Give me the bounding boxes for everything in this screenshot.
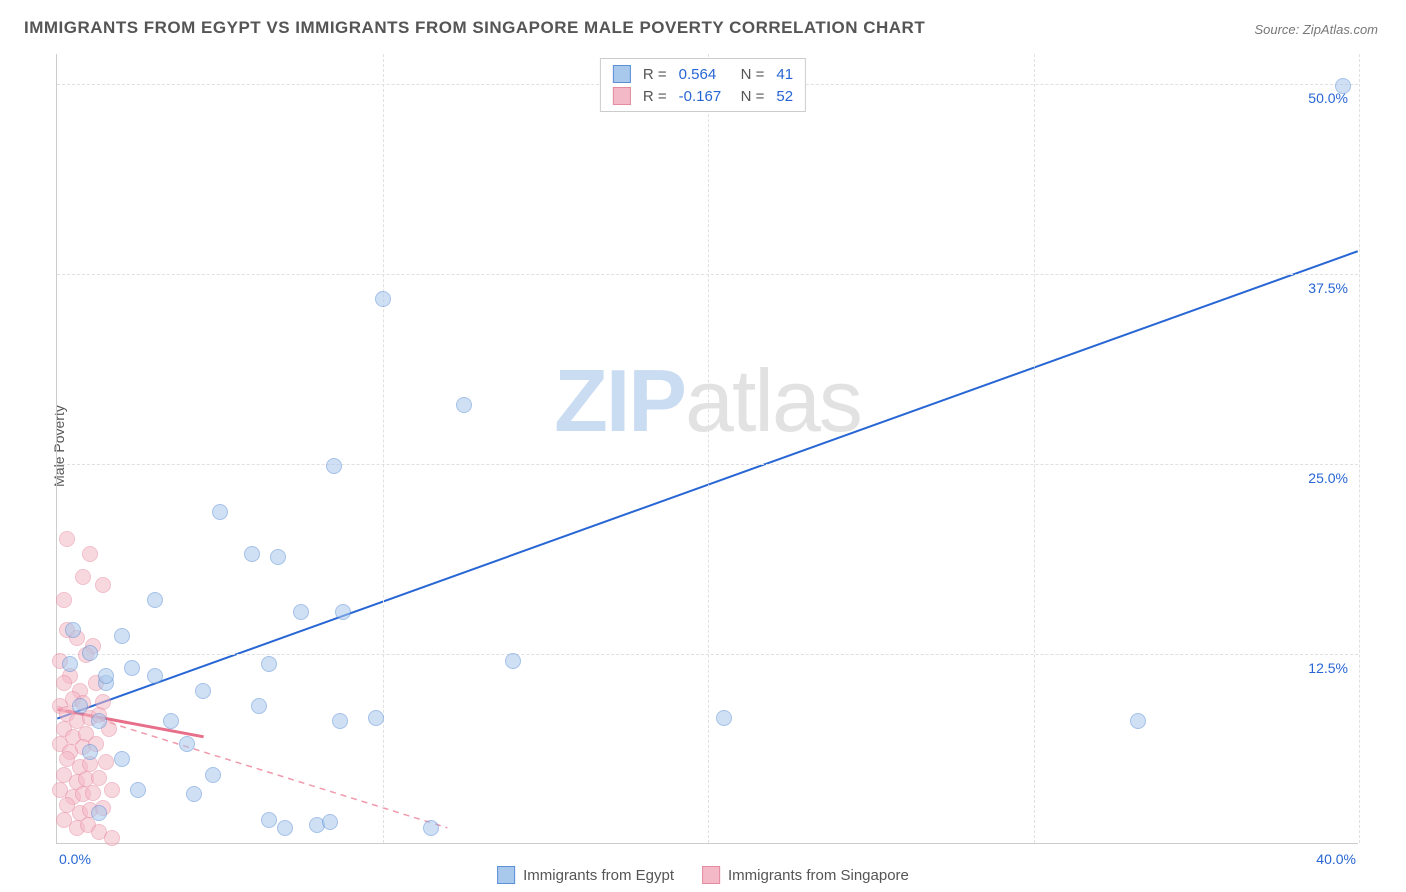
point-egypt	[716, 710, 732, 726]
swatch-egypt	[497, 866, 515, 884]
n-value-singapore: 52	[776, 88, 793, 105]
point-singapore	[82, 546, 98, 562]
point-singapore	[75, 569, 91, 585]
point-egypt	[322, 814, 338, 830]
swatch-egypt	[613, 65, 631, 83]
point-egypt	[72, 698, 88, 714]
point-egypt	[130, 782, 146, 798]
r-value-singapore: -0.167	[679, 88, 729, 105]
legend-item-egypt: Immigrants from Egypt	[497, 866, 674, 884]
x-tick-label-min: 0.0%	[59, 851, 91, 867]
point-egypt	[147, 668, 163, 684]
correlation-legend: R = 0.564 N = 41 R = -0.167 N = 52	[600, 58, 806, 112]
y-tick-label: 25.0%	[1308, 470, 1348, 486]
point-egypt	[65, 622, 81, 638]
gridline-v	[708, 54, 709, 843]
point-singapore	[95, 577, 111, 593]
watermark-bold: ZIP	[554, 351, 685, 450]
point-singapore	[98, 754, 114, 770]
y-tick-label: 12.5%	[1308, 660, 1348, 676]
point-egypt	[1335, 78, 1351, 94]
point-egypt	[368, 710, 384, 726]
point-egypt	[186, 786, 202, 802]
point-egypt	[1130, 713, 1146, 729]
scatter-plot-area: ZIPatlas 12.5%25.0%37.5%50.0%0.0%40.0%	[56, 54, 1358, 844]
point-egypt	[147, 592, 163, 608]
gridline-v	[383, 54, 384, 843]
point-egypt	[82, 645, 98, 661]
legend-row-singapore: R = -0.167 N = 52	[613, 85, 793, 107]
r-value-egypt: 0.564	[679, 66, 729, 83]
point-egypt	[270, 549, 286, 565]
x-tick-label-max: 40.0%	[1316, 851, 1356, 867]
gridline-v	[1034, 54, 1035, 843]
point-egypt	[456, 397, 472, 413]
point-egypt	[261, 656, 277, 672]
n-label: N =	[741, 88, 765, 105]
series-legend: Immigrants from Egypt Immigrants from Si…	[497, 866, 909, 884]
point-singapore	[56, 592, 72, 608]
point-egypt	[82, 744, 98, 760]
gridline-v	[1359, 54, 1360, 843]
point-egypt	[335, 604, 351, 620]
swatch-singapore	[613, 87, 631, 105]
point-egypt	[212, 504, 228, 520]
point-singapore	[85, 785, 101, 801]
r-label: R =	[643, 88, 667, 105]
point-egypt	[332, 713, 348, 729]
legend-label-singapore: Immigrants from Singapore	[728, 867, 909, 884]
swatch-singapore	[702, 866, 720, 884]
point-egypt	[179, 736, 195, 752]
point-singapore	[56, 675, 72, 691]
point-egypt	[163, 713, 179, 729]
point-egypt	[505, 653, 521, 669]
y-tick-label: 37.5%	[1308, 280, 1348, 296]
point-egypt	[124, 660, 140, 676]
n-label: N =	[741, 66, 765, 83]
point-egypt	[98, 668, 114, 684]
legend-row-egypt: R = 0.564 N = 41	[613, 63, 793, 85]
point-singapore	[59, 531, 75, 547]
source-attribution: Source: ZipAtlas.com	[1254, 22, 1378, 37]
n-value-egypt: 41	[776, 66, 793, 83]
point-egypt	[91, 713, 107, 729]
watermark-rest: atlas	[685, 351, 861, 450]
point-egypt	[423, 820, 439, 836]
point-egypt	[114, 751, 130, 767]
point-egypt	[326, 458, 342, 474]
point-egypt	[261, 812, 277, 828]
point-egypt	[195, 683, 211, 699]
point-egypt	[277, 820, 293, 836]
r-label: R =	[643, 66, 667, 83]
point-egypt	[251, 698, 267, 714]
point-singapore	[91, 770, 107, 786]
point-egypt	[293, 604, 309, 620]
legend-item-singapore: Immigrants from Singapore	[702, 866, 909, 884]
point-egypt	[205, 767, 221, 783]
point-egypt	[114, 628, 130, 644]
point-egypt	[244, 546, 260, 562]
legend-label-egypt: Immigrants from Egypt	[523, 867, 674, 884]
point-egypt	[62, 656, 78, 672]
point-egypt	[91, 805, 107, 821]
point-singapore	[104, 782, 120, 798]
point-egypt	[375, 291, 391, 307]
point-singapore	[104, 830, 120, 846]
chart-title: IMMIGRANTS FROM EGYPT VS IMMIGRANTS FROM…	[24, 18, 925, 38]
